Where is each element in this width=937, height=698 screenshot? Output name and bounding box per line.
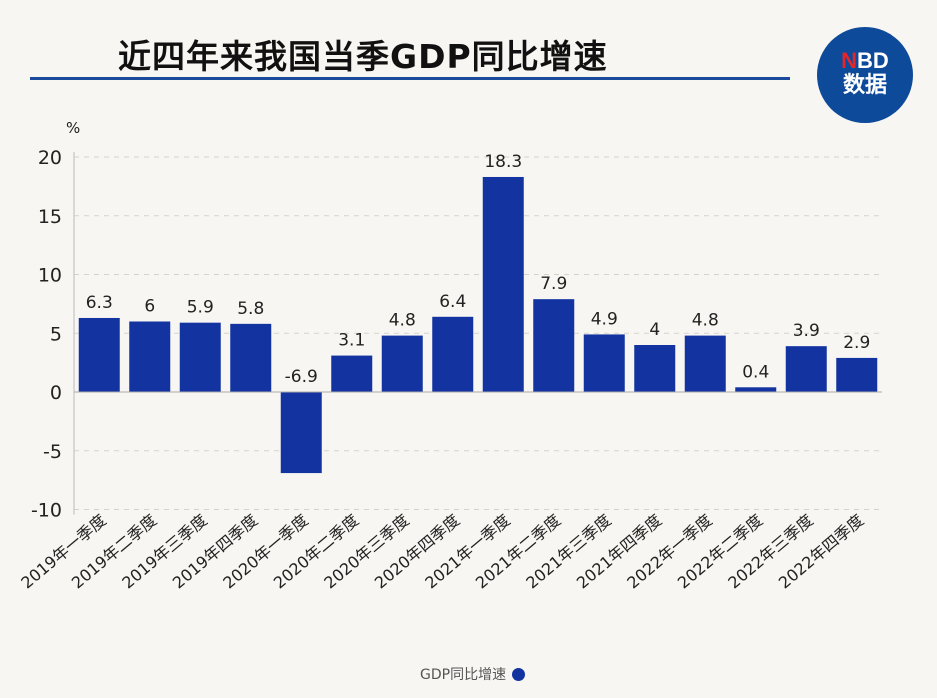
bar [129, 321, 171, 392]
nbd-logo: NBD 数据 [817, 27, 913, 123]
y-tick-label: -10 [31, 500, 62, 522]
bar [432, 316, 474, 392]
y-tick-label: 0 [50, 382, 62, 404]
y-axis-unit: % [66, 119, 80, 137]
bar [280, 392, 322, 474]
legend-label: GDP同比增速 [420, 667, 507, 683]
data-label: 7.9 [540, 274, 567, 294]
legend-swatch [512, 667, 526, 681]
bar [735, 387, 777, 392]
y-tick-label: 15 [38, 206, 62, 228]
data-label: 4.9 [591, 309, 618, 329]
bar [230, 323, 272, 392]
bar [482, 176, 524, 392]
data-label: -6.9 [285, 367, 318, 387]
bar [836, 357, 878, 392]
y-tick-label: 5 [50, 323, 62, 345]
bar [381, 335, 423, 392]
y-tick-label: -5 [43, 441, 62, 463]
y-tick-label: 20 [38, 147, 62, 169]
bar [533, 299, 575, 392]
data-label: 4 [649, 320, 660, 340]
data-label: 4.8 [692, 311, 719, 331]
bar [78, 317, 120, 392]
data-label: 3.1 [338, 331, 365, 351]
data-label: 5.8 [237, 299, 264, 319]
data-label: 6.3 [86, 293, 113, 313]
data-label: 2.9 [843, 333, 870, 353]
bar [179, 322, 221, 392]
bar [785, 346, 827, 392]
data-label: 3.9 [793, 321, 820, 341]
y-tick-label: 10 [38, 265, 62, 287]
chart-title: 近四年来我国当季GDP同比增速 [118, 37, 608, 76]
bar [331, 355, 373, 392]
data-label: 18.3 [484, 152, 522, 172]
bar [634, 345, 676, 392]
bar [684, 335, 726, 392]
bar [583, 334, 625, 392]
legend: GDP同比增速 [420, 664, 526, 684]
data-label: 6.4 [439, 292, 466, 312]
x-tick-label: 2019年一季度 [17, 511, 109, 593]
data-label: 4.8 [389, 311, 416, 331]
data-label: 0.4 [742, 362, 769, 382]
data-label: 5.9 [187, 298, 214, 318]
title-underline [30, 77, 790, 80]
data-label: 6 [144, 297, 155, 317]
